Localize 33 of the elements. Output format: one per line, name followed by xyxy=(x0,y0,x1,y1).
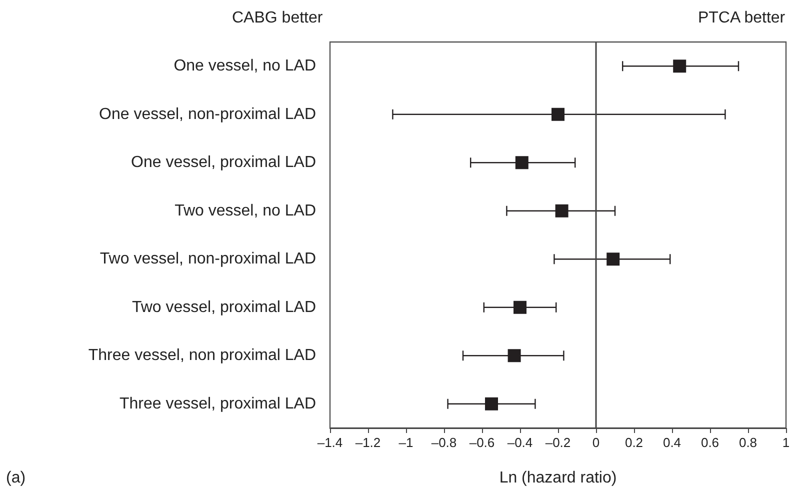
text: CABG better xyxy=(232,10,324,26)
y-tick-label: Three vessel, non proximal LAD xyxy=(88,347,316,364)
x-tick-label: 0.6 xyxy=(700,435,720,450)
x-tick-label: 1 xyxy=(782,435,790,450)
x-tick-label: –1 xyxy=(398,435,414,450)
point xyxy=(515,156,528,170)
y-tick-label: Two vessel, no LAD xyxy=(174,202,316,220)
point xyxy=(555,204,568,218)
x-tick-label: 0.4 xyxy=(662,435,682,450)
y-tick-label: Two vessel, proximal LAD xyxy=(132,298,316,316)
point xyxy=(552,108,564,121)
x-tick-label: –1.4 xyxy=(317,435,343,450)
x-axis-title: Ln (hazard ratio) xyxy=(499,470,617,486)
x-tick-label: –0.4 xyxy=(507,435,533,450)
y-tick-label: One vessel, non-proximal LAD xyxy=(99,106,316,123)
y-tick-label: Two vessel, non-proximal LAD xyxy=(100,250,316,268)
text: (a) xyxy=(6,470,26,486)
x-tick-label: –1.2 xyxy=(355,435,381,450)
point xyxy=(508,349,521,362)
y-tick-label: One vessel, no LAD xyxy=(174,58,316,75)
x-tick-label: 0.2 xyxy=(624,435,644,450)
x-tick-label: –0.2 xyxy=(545,435,571,450)
point xyxy=(485,397,498,410)
x-tick-label: 0.8 xyxy=(738,435,758,450)
point xyxy=(673,60,686,73)
point xyxy=(606,252,620,266)
x-tick-label: –0.8 xyxy=(431,435,457,450)
point xyxy=(514,300,526,314)
y-tick-label: Three vessel, proximal LAD xyxy=(119,395,316,412)
y-tick-label: One vessel, proximal LAD xyxy=(131,154,316,172)
text: PTCA better xyxy=(698,10,786,26)
x-tick-label: –0.6 xyxy=(469,435,495,450)
x-tick-label: 0 xyxy=(592,435,600,450)
